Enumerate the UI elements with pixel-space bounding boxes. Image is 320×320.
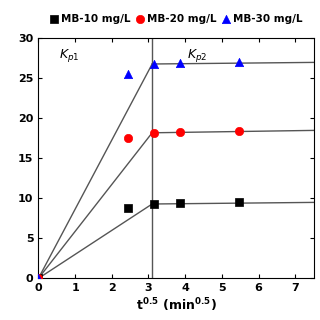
Legend: MB-10 mg/L, MB-20 mg/L, MB-30 mg/L: MB-10 mg/L, MB-20 mg/L, MB-30 mg/L <box>45 10 307 28</box>
Text: $K_{p1}$: $K_{p1}$ <box>59 47 79 65</box>
MB-30 mg/L <box>126 72 131 77</box>
MB-30 mg/L <box>178 60 183 66</box>
MB-10 mg/L <box>178 201 183 206</box>
Text: $K_{p2}$: $K_{p2}$ <box>187 47 207 65</box>
MB-30 mg/L <box>36 276 41 281</box>
MB-20 mg/L <box>152 130 157 135</box>
MB-10 mg/L <box>237 200 242 205</box>
X-axis label: $\mathbf{t^{0.5}}$ $\mathbf{(min^{0.5})}$: $\mathbf{t^{0.5}}$ $\mathbf{(min^{0.5})}… <box>136 296 216 314</box>
MB-30 mg/L <box>152 61 157 67</box>
MB-20 mg/L <box>36 276 41 281</box>
MB-20 mg/L <box>178 129 183 134</box>
MB-10 mg/L <box>126 205 131 211</box>
MB-10 mg/L <box>36 276 41 281</box>
MB-20 mg/L <box>126 136 131 141</box>
MB-10 mg/L <box>152 202 157 207</box>
MB-30 mg/L <box>237 60 242 65</box>
MB-20 mg/L <box>237 129 242 134</box>
